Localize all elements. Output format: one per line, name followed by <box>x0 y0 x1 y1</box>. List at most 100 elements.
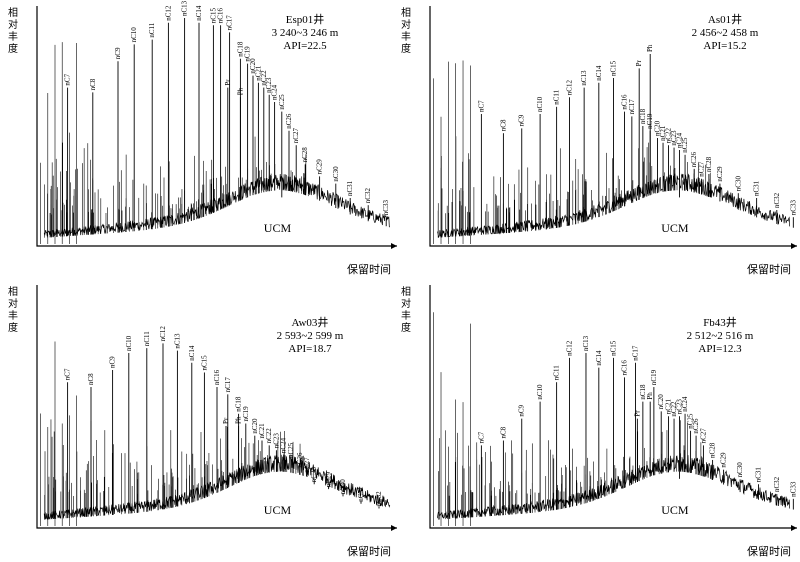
peak-label-nC14: nC14 <box>595 350 603 366</box>
peak-label-Ph: Ph <box>646 44 654 52</box>
well-info-well: As01井 <box>707 14 743 26</box>
peak-label-nC31: nC31 <box>753 180 761 196</box>
well-info-depth: 2 593~2 599 m <box>276 330 344 342</box>
peak-label-nC21: nC21 <box>258 423 266 439</box>
peak-label-nC8: nC8 <box>87 373 95 385</box>
peak-label-nC28: nC28 <box>301 147 309 163</box>
well-info: As01井 2 456~2 458 m API=15.2 <box>675 14 775 53</box>
peak-label-nC15: nC15 <box>209 8 217 24</box>
peak-label-nC21: nC21 <box>254 65 262 81</box>
peak-label-nC20: nC20 <box>249 58 257 74</box>
peak-label-nC27: nC27 <box>292 128 300 144</box>
peak-label-nC24: nC24 <box>676 132 684 148</box>
peak-label-nC22: nC22 <box>670 401 678 417</box>
well-info: Aw03井 2 593~2 599 m API=18.7 <box>260 317 360 356</box>
peak-label-nC24: nC24 <box>280 437 288 453</box>
peak-label-nC33: nC33 <box>789 200 797 216</box>
peak-label-nC18: nC18 <box>639 384 647 400</box>
axis-lines <box>36 6 397 247</box>
well-info-depth: 2 512~2 516 m <box>686 330 754 342</box>
peak-label-nC26: nC26 <box>285 113 293 129</box>
y-axis-label: 相对丰度 <box>401 287 411 334</box>
axis-lines <box>36 285 397 529</box>
peak-label-nC8: nC8 <box>89 78 97 90</box>
peak-label-nC17: nC17 <box>628 99 636 115</box>
peak-label-nC12: nC12 <box>164 5 172 21</box>
peak-label-nC19: nC19 <box>646 113 654 129</box>
peak-label-nC20: nC20 <box>657 394 665 410</box>
peak-label-nC29: nC29 <box>720 452 728 468</box>
peak-label-nC33: nC33 <box>789 481 797 497</box>
peak-label-nC24: nC24 <box>681 396 689 412</box>
peak-label-nC29: nC29 <box>325 471 333 487</box>
peak-label-nC31: nC31 <box>754 467 762 483</box>
peak-label-nC13: nC13 <box>580 70 588 86</box>
peak-label-nC22: nC22 <box>265 428 273 444</box>
peak-label-nC24: nC24 <box>271 84 279 100</box>
x-axis-label: 保留时间 <box>347 545 391 558</box>
ucm-label: UCM <box>263 221 292 235</box>
peak-label-nC10: nC10 <box>130 27 138 43</box>
y-axis-label: 相对丰度 <box>8 287 18 334</box>
peak-label-nC25: nC25 <box>681 137 689 153</box>
peak-label-nC14: nC14 <box>188 345 196 361</box>
peak-label-nC21: nC21 <box>665 399 673 415</box>
peak-label-nC23: nC23 <box>676 399 684 415</box>
peak-label-nC28: nC28 <box>310 467 318 483</box>
well-info-api: API=12.3 <box>698 343 742 355</box>
well-info-api: API=18.7 <box>288 343 332 355</box>
peak-label-nC11: nC11 <box>143 331 151 346</box>
peak-label-nC19: nC19 <box>242 406 250 422</box>
peak-label-nC10: nC10 <box>536 96 544 112</box>
peak-label-nC27: nC27 <box>699 428 707 444</box>
well-info-well: Esp01井 <box>285 14 325 26</box>
x-axis-arrow <box>391 525 397 531</box>
peak-label-nC18: nC18 <box>236 41 244 57</box>
peak-label-nC31: nC31 <box>357 486 365 502</box>
peak-label-nC30: nC30 <box>736 462 744 478</box>
y-axis-label: 相对丰度 <box>8 8 18 55</box>
peak-label-nC18: nC18 <box>235 396 243 412</box>
peak-label-nC13: nC13 <box>582 335 590 351</box>
axis-lines <box>429 6 797 247</box>
peak-label-nC7: nC7 <box>477 100 485 112</box>
x-axis-label: 保留时间 <box>747 263 791 276</box>
x-axis-label: 保留时间 <box>347 263 391 276</box>
peak-label-nC20: nC20 <box>251 418 259 434</box>
peak-label-nC8: nC8 <box>499 426 507 438</box>
peak-label-nC28: nC28 <box>709 442 717 458</box>
well-info-api: API=15.2 <box>703 40 747 52</box>
peak-label-nC27: nC27 <box>303 457 311 473</box>
peak-label-nC9: nC9 <box>109 356 117 368</box>
y-axis-label: 相对丰度 <box>401 8 411 55</box>
peak-label-nC23: nC23 <box>265 77 273 93</box>
peak-label-nC14: nC14 <box>195 5 203 21</box>
peak-label-nC29: nC29 <box>316 159 324 175</box>
peak-label-nC16: nC16 <box>621 94 629 110</box>
peak-label-nC30: nC30 <box>734 176 742 192</box>
peak-label-nC14: nC14 <box>595 65 603 81</box>
peak-label-nC16: nC16 <box>621 360 629 376</box>
peak-label-nC7: nC7 <box>477 431 485 443</box>
peak-label-nC12: nC12 <box>565 80 573 96</box>
peak-label-nC16: nC16 <box>217 8 225 24</box>
peak-label-nC22: nC22 <box>665 128 673 144</box>
peak-label-nC21: nC21 <box>659 125 667 141</box>
peak-label-nC25: nC25 <box>278 94 286 110</box>
peak-label-nC15: nC15 <box>610 340 618 356</box>
peak-label-nC9: nC9 <box>518 114 526 126</box>
x-axis-arrow <box>791 243 797 249</box>
peak-label-nC7: nC7 <box>64 368 72 380</box>
peak-label-nC18: nC18 <box>639 108 647 124</box>
ucm-label: UCM <box>661 503 689 517</box>
peak-label-nC12: nC12 <box>565 340 573 356</box>
peak-label-nC17: nC17 <box>224 377 232 393</box>
well-info-depth: 2 456~2 458 m <box>691 27 759 39</box>
peak-label-nC11: nC11 <box>148 22 156 37</box>
